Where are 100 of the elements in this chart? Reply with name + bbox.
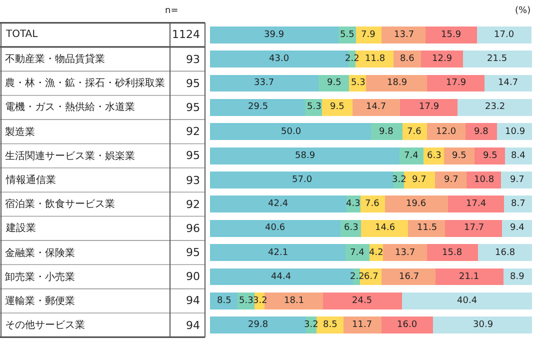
data-label: 10.9 [505, 127, 526, 137]
text: 95 [186, 149, 200, 162]
bar [427, 244, 478, 262]
bar [435, 268, 504, 286]
bar [356, 26, 382, 44]
data-label: 42.4 [268, 199, 288, 209]
data-label: 15.8 [442, 248, 462, 258]
bar [426, 26, 477, 44]
y-tick-label: 金融業・保険業 [5, 247, 75, 259]
data-label: 16.0 [397, 320, 418, 330]
data-label: 39.9 [264, 30, 284, 40]
data-label: 8.5 [217, 296, 232, 306]
bar [210, 316, 306, 334]
y-tick-label: 生活関連サービス業・娯楽業 [5, 150, 135, 162]
data-label: 23.2 [485, 102, 506, 112]
data-label: 11.7 [352, 320, 372, 330]
y-tick-label: 製造業 [5, 126, 35, 138]
bar [382, 26, 426, 44]
data-label: 4.3 [346, 199, 360, 209]
y-tick-label: 建設業 [5, 222, 36, 234]
bar [322, 98, 353, 116]
data-label: 7.9 [361, 30, 376, 40]
data-label: 6.7 [364, 272, 378, 282]
bar [427, 123, 466, 140]
text: 93 [186, 174, 200, 187]
data-label: 42.1 [268, 248, 288, 258]
data-label: 9.5 [327, 78, 342, 88]
data-label: 9.4 [510, 223, 525, 233]
bar [404, 172, 436, 188]
data-label: 14.7 [366, 102, 386, 112]
data-label: 16.7 [399, 272, 420, 282]
y-tick-label: 不動産業・物品賃貸業 [5, 53, 105, 65]
bar [432, 316, 532, 334]
bar [210, 220, 341, 237]
bar [210, 74, 319, 92]
data-label: 13.7 [394, 30, 414, 40]
data-label: 5.5 [340, 30, 354, 40]
data-label: 9.5 [483, 151, 498, 161]
data-label: 8.5 [323, 320, 338, 330]
bar [366, 74, 428, 92]
text: 92 [186, 125, 200, 138]
bar [444, 147, 474, 164]
bar [501, 172, 532, 188]
data-label: 11.8 [365, 54, 386, 64]
data-label: 17.9 [419, 102, 440, 112]
bar [435, 172, 466, 188]
data-label: 9.7 [412, 175, 426, 185]
data-label: 9.7 [510, 175, 524, 185]
data-label: 13.7 [395, 248, 416, 258]
bar [381, 316, 433, 334]
data-label: 30.9 [473, 320, 494, 330]
data-label: 7.4 [404, 151, 419, 161]
y-tick-label: 宿泊業・飲食サービス業 [5, 198, 115, 210]
bar [484, 74, 532, 92]
bar [427, 74, 485, 92]
bar [360, 196, 385, 213]
data-label: 8.9 [510, 272, 525, 282]
bar [504, 147, 532, 164]
bar [502, 220, 532, 237]
data-label: 17.0 [494, 30, 514, 40]
y-tick-label: 卸売業・小売業 [5, 271, 75, 283]
data-label: 29.8 [248, 320, 268, 330]
data-label: 12.9 [432, 54, 452, 64]
data-label: 18.9 [387, 78, 408, 88]
bar [408, 220, 446, 237]
data-label: 16.8 [495, 248, 516, 258]
data-label: 17.4 [466, 199, 486, 209]
data-label: 9.8 [474, 127, 489, 137]
bar [210, 196, 347, 213]
text: n= [165, 6, 178, 16]
data-label: 14.6 [375, 223, 396, 233]
bar [402, 123, 428, 140]
data-label: 33.7 [254, 78, 274, 88]
bar [448, 196, 504, 213]
bar [210, 98, 305, 116]
bar [210, 172, 394, 188]
bar [421, 50, 463, 68]
text: 92 [186, 198, 200, 211]
data-label: 4.2 [369, 248, 384, 258]
y-tick-label: 電機・ガス・熱供給・水道業 [5, 101, 135, 113]
bar [458, 98, 532, 116]
bar [382, 244, 428, 262]
bar [210, 244, 346, 262]
text: 93 [186, 53, 200, 66]
data-label: 8.6 [400, 54, 415, 64]
data-label: 7.4 [350, 248, 365, 258]
data-label: 40.4 [457, 296, 478, 306]
data-label: 7.6 [365, 199, 380, 209]
data-label: 5.3 [239, 296, 254, 306]
data-label: 15.9 [441, 30, 462, 40]
data-label: 8.4 [511, 151, 526, 161]
bar [476, 26, 532, 44]
data-label: 11.5 [417, 223, 438, 233]
bar [371, 123, 403, 140]
data-label: 17.7 [464, 223, 484, 233]
data-label: 21.5 [487, 54, 508, 64]
data-label: 24.5 [352, 296, 372, 306]
bar [504, 196, 532, 213]
y-tick-label: 運輸業・郵便業 [5, 295, 75, 307]
bar [384, 196, 448, 213]
